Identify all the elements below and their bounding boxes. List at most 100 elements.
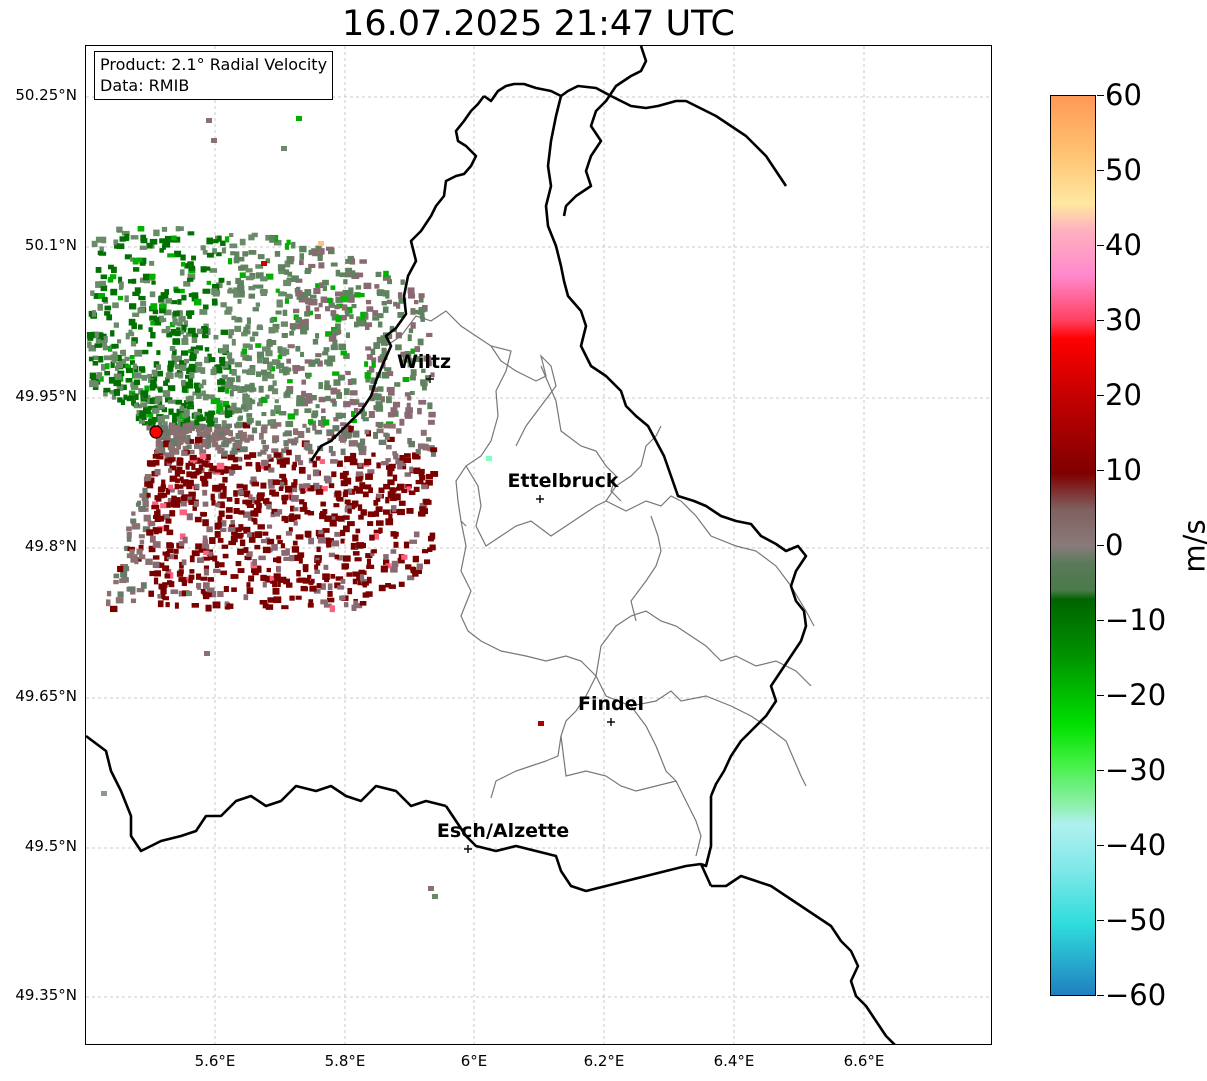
echo-pixel — [206, 237, 214, 245]
echo-pixel — [276, 565, 281, 573]
echo-pixel — [242, 369, 248, 374]
echo-pixel — [104, 363, 110, 370]
echo-pixel — [160, 432, 166, 438]
echo-pixel — [308, 362, 316, 367]
echo-pixel — [400, 279, 405, 285]
echo-pixel — [161, 479, 166, 486]
echo-pixel — [366, 354, 373, 360]
echo-pixel — [235, 561, 242, 567]
echo-pixel — [325, 331, 333, 337]
echo-pixel — [389, 487, 396, 495]
echo-pixel — [193, 349, 199, 354]
echo-pixel — [202, 535, 208, 541]
echo-pixel — [308, 263, 316, 269]
map-panel[interactable] — [85, 45, 992, 1045]
echo-pixel — [258, 555, 266, 561]
echo-pixel — [390, 549, 397, 554]
echo-pixel — [182, 536, 188, 544]
echo-pixel — [322, 528, 330, 533]
echo-pixel — [168, 468, 173, 473]
echo-pixel — [365, 473, 373, 480]
echo-pixel — [155, 441, 161, 448]
echo-pixel — [354, 557, 362, 562]
echo-pixel — [430, 372, 435, 378]
echo-pixel — [91, 310, 97, 317]
echo-pixel — [297, 552, 305, 558]
echo-pixel — [106, 599, 111, 607]
echo-pixel — [233, 291, 240, 298]
echo-pixel — [282, 500, 287, 505]
echo-pixel — [395, 332, 402, 339]
echo-pixel — [117, 397, 123, 403]
echo-pixel — [349, 314, 354, 320]
echo-pixel — [110, 605, 118, 613]
echo-pixel — [338, 343, 347, 351]
echo-pixel — [324, 380, 330, 387]
echo-pixel — [98, 356, 104, 363]
echo-pixel — [270, 512, 276, 518]
echo-pixel — [383, 509, 390, 515]
echo-pixel — [386, 386, 395, 393]
echo-pixel — [335, 315, 342, 323]
echo-pixel — [304, 359, 313, 364]
echo-pixel — [387, 436, 395, 442]
echo-pixel — [406, 402, 411, 409]
echo-pixel — [153, 229, 160, 237]
echo-pixel — [418, 297, 424, 303]
echo-pixel — [149, 291, 156, 298]
echo-pixel — [158, 583, 166, 590]
echo-pixel — [169, 475, 178, 482]
echo-pixel — [133, 379, 141, 385]
echo-pixel — [343, 489, 349, 495]
echo-pixel — [330, 574, 336, 579]
echo-pixel — [179, 364, 187, 371]
echo-pixel — [213, 568, 221, 574]
echo-pixel — [320, 583, 326, 590]
echo-pixel — [318, 396, 326, 403]
colorbar-tick — [1097, 695, 1104, 696]
echo-pixel — [162, 596, 170, 601]
echo-pixel — [428, 411, 436, 418]
echo-pixel — [143, 514, 151, 522]
echo-pixel — [177, 321, 183, 327]
colorbar-tick-label: 40 — [1105, 228, 1142, 262]
echo-pixel — [177, 430, 186, 437]
echo-pixel — [308, 537, 314, 545]
echo-pixel — [257, 524, 265, 530]
echo-pixel — [159, 317, 167, 322]
echo-pixel — [407, 575, 415, 581]
echo-pixel — [143, 393, 148, 399]
echo-pixel — [329, 605, 335, 613]
echo-pixel — [130, 518, 137, 524]
echo-pixel — [141, 374, 148, 381]
echo-pixel — [244, 492, 250, 498]
echo-pixel — [265, 604, 274, 610]
echo-pixel — [163, 380, 169, 386]
echo-pixel — [228, 469, 236, 474]
echo-pixel — [206, 394, 215, 400]
echo-pixel — [317, 536, 326, 544]
echo-pixel — [293, 428, 299, 436]
echo-pixel — [414, 346, 421, 353]
echo-pixel — [214, 423, 222, 429]
echo-pixel — [342, 289, 350, 296]
echo-pixel — [191, 336, 198, 343]
echo-pixel — [220, 492, 227, 499]
echo-pixel — [217, 562, 225, 568]
echo-pixel — [218, 510, 225, 518]
echo-pixel — [201, 478, 207, 483]
echo-pixel — [267, 524, 273, 529]
echo-pixel — [237, 430, 244, 435]
echo-pixel — [148, 531, 153, 536]
echo-pixel — [350, 270, 356, 277]
echo-pixel — [202, 331, 209, 339]
marker-ettelbruck — [536, 495, 544, 503]
echo-pixel — [358, 462, 363, 468]
echo-pixel — [215, 444, 222, 451]
echo-pixel — [172, 349, 177, 355]
echo-pixel — [204, 266, 211, 271]
echo-pixel — [415, 479, 424, 485]
echo-pixel — [97, 250, 104, 256]
echo-pixel — [221, 420, 227, 427]
echo-pixel — [315, 245, 322, 252]
